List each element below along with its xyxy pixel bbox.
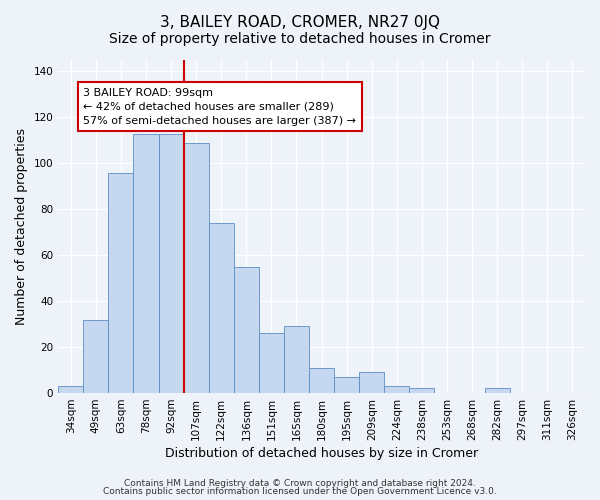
Bar bbox=[385, 386, 409, 393]
Bar bbox=[234, 266, 259, 393]
Bar bbox=[158, 134, 184, 393]
Bar bbox=[309, 368, 334, 393]
Bar bbox=[485, 388, 510, 393]
Text: 3, BAILEY ROAD, CROMER, NR27 0JQ: 3, BAILEY ROAD, CROMER, NR27 0JQ bbox=[160, 15, 440, 30]
Text: Contains public sector information licensed under the Open Government Licence v3: Contains public sector information licen… bbox=[103, 487, 497, 496]
Bar bbox=[334, 377, 359, 393]
Bar bbox=[109, 172, 133, 393]
Bar bbox=[209, 223, 234, 393]
Y-axis label: Number of detached properties: Number of detached properties bbox=[15, 128, 28, 325]
Text: Size of property relative to detached houses in Cromer: Size of property relative to detached ho… bbox=[109, 32, 491, 46]
Text: 3 BAILEY ROAD: 99sqm
← 42% of detached houses are smaller (289)
57% of semi-deta: 3 BAILEY ROAD: 99sqm ← 42% of detached h… bbox=[83, 88, 356, 126]
Text: Contains HM Land Registry data © Crown copyright and database right 2024.: Contains HM Land Registry data © Crown c… bbox=[124, 478, 476, 488]
Bar bbox=[359, 372, 385, 393]
Bar bbox=[133, 134, 158, 393]
X-axis label: Distribution of detached houses by size in Cromer: Distribution of detached houses by size … bbox=[165, 447, 478, 460]
Bar bbox=[284, 326, 309, 393]
Bar bbox=[184, 142, 209, 393]
Bar bbox=[58, 386, 83, 393]
Bar bbox=[409, 388, 434, 393]
Bar bbox=[259, 334, 284, 393]
Bar bbox=[83, 320, 109, 393]
